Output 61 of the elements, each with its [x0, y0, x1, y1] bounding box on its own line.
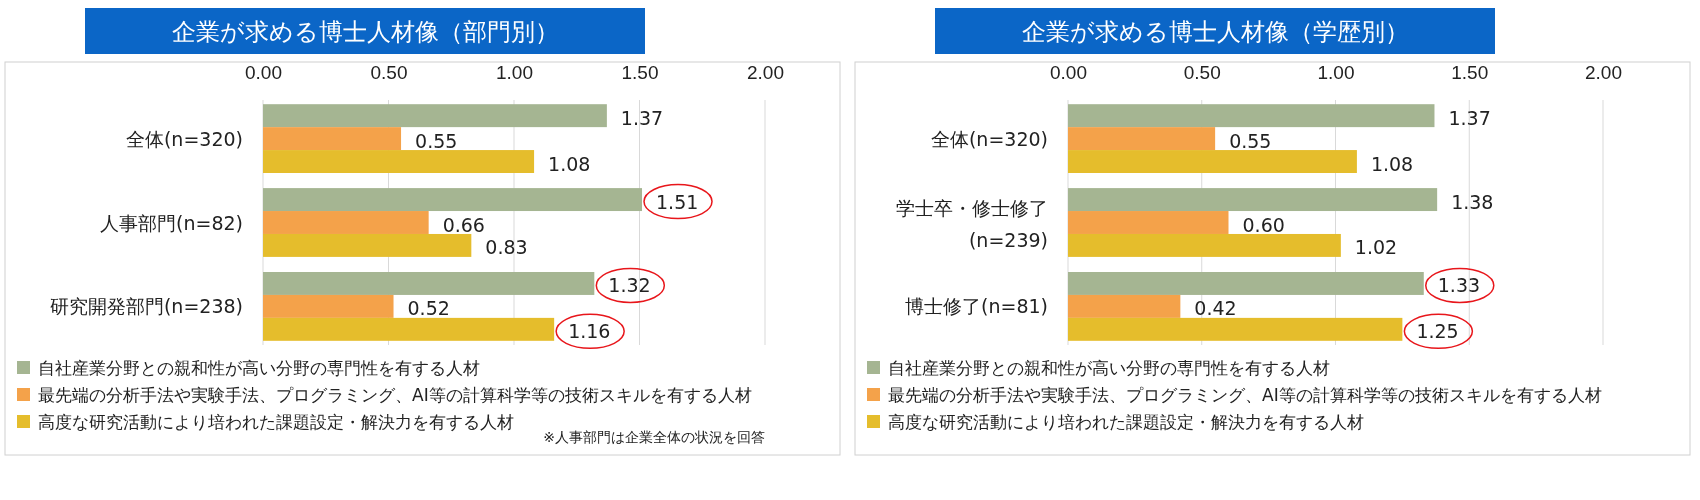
- legend-label: 自社産業分野との親和性が高い分野の専門性を有する人材: [38, 358, 480, 378]
- bar: [1068, 211, 1229, 234]
- bar: [1068, 233, 1341, 257]
- x-tick-label: 0.50: [1183, 62, 1221, 83]
- data-label: 1.16: [568, 320, 611, 343]
- bar: [263, 272, 595, 295]
- data-label: 1.38: [1451, 190, 1494, 213]
- legend-label: 高度な研究活動により培われた課題設定・解決力を有する人材: [38, 412, 514, 432]
- x-tick-label: 2.00: [747, 62, 784, 83]
- x-tick-label: 0.50: [370, 62, 408, 83]
- y-tick-label: 全体(n=320): [930, 127, 1048, 150]
- data-label: 1.32: [608, 274, 651, 297]
- legend-label: 最先端の分析手法や実験手法、プログラミング、AI等の計算科学等の技術スキルを有する人材: [888, 385, 1602, 405]
- chart-title: 企業が求める博士人材像（学歴別）: [1021, 18, 1409, 46]
- y-tick-label: 人事部門(n=82): [100, 211, 243, 234]
- bar: [1068, 294, 1181, 318]
- y-tick-label: 全体(n=320): [125, 127, 243, 150]
- x-tick-label: 2.00: [1585, 62, 1622, 83]
- x-tick-label: 1.50: [621, 62, 659, 83]
- data-label: 0.42: [1194, 297, 1237, 320]
- bar: [1068, 150, 1357, 173]
- y-tick-label: 研究開発部門(n=238): [49, 295, 243, 318]
- data-label: 1.08: [548, 152, 591, 175]
- bar: [263, 188, 643, 212]
- bar: [263, 104, 607, 128]
- data-label: 1.51: [656, 190, 699, 213]
- bar: [263, 211, 429, 234]
- data-label: 1.08: [1370, 152, 1414, 175]
- bar: [1068, 317, 1403, 341]
- bar: [263, 317, 555, 341]
- x-tick-label: 0.00: [245, 62, 282, 83]
- y-tick-label: 学士卒・修士修了(n=239): [896, 196, 1048, 251]
- data-label: 1.33: [1437, 274, 1481, 297]
- data-label: 1.37: [1448, 106, 1491, 129]
- bar: [263, 294, 394, 318]
- x-tick-label: 1.00: [496, 62, 533, 83]
- x-tick-label: 1.00: [1317, 62, 1355, 83]
- legend-label: 最先端の分析手法や実験手法、プログラミング、AI等の計算科学等の技術スキルを有する人材: [38, 385, 752, 405]
- data-label: 1.25: [1416, 320, 1459, 343]
- data-label: 0.60: [1242, 213, 1285, 236]
- data-label: 0.83: [485, 236, 528, 259]
- y-tick-label: 博士修了(n=81): [905, 295, 1048, 318]
- text: ※人事部門は企業全体の状況を回答: [543, 429, 765, 445]
- chart-title: 企業が求める博士人材像（部門別）: [171, 18, 559, 46]
- legend-label: 高度な研究活動により培われた課題設定・解決力を有する人材: [888, 412, 1364, 432]
- x-tick-label: 0.00: [1050, 62, 1087, 83]
- data-label: 1.37: [620, 106, 664, 129]
- bar: [1068, 127, 1216, 151]
- data-label: 1.02: [1354, 236, 1398, 259]
- data-label: 0.66: [442, 213, 485, 236]
- data-label: 0.52: [407, 297, 450, 320]
- bar: [263, 127, 402, 151]
- bar: [1068, 188, 1438, 212]
- legend-label: 自社産業分野との親和性が高い分野の専門性を有する人材: [888, 358, 1330, 378]
- bar: [1068, 272, 1424, 295]
- data-label: 0.55: [1229, 129, 1272, 152]
- x-tick-label: 1.50: [1451, 62, 1489, 83]
- bar: [263, 150, 535, 173]
- data-label: 0.55: [415, 129, 458, 152]
- bar: [263, 233, 472, 257]
- bar: [1068, 104, 1435, 128]
